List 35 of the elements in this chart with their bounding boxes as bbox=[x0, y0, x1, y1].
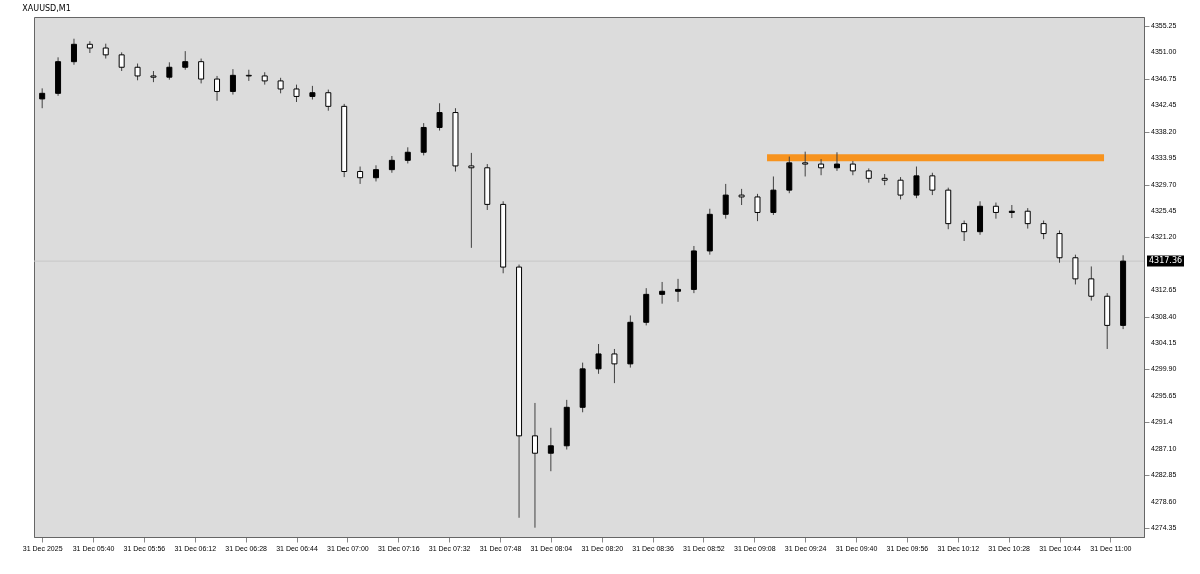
candlestick bbox=[675, 278, 682, 303]
candlestick bbox=[39, 87, 46, 109]
candlestick bbox=[182, 50, 189, 71]
candlestick bbox=[770, 175, 777, 216]
candlestick bbox=[611, 348, 618, 384]
candlestick bbox=[1088, 265, 1095, 302]
chart-title: XAUUSD,M1 bbox=[22, 4, 71, 13]
candlestick bbox=[468, 152, 475, 249]
candlestick bbox=[992, 202, 999, 220]
candlestick bbox=[961, 220, 968, 242]
candlestick bbox=[659, 281, 666, 305]
candlestick bbox=[913, 166, 920, 199]
candlestick bbox=[436, 102, 443, 132]
candlestick bbox=[754, 193, 761, 222]
candlestick bbox=[1072, 254, 1079, 285]
candlestick bbox=[897, 176, 904, 200]
candlestick bbox=[325, 89, 332, 112]
candlestick bbox=[833, 151, 840, 172]
candlestick bbox=[118, 51, 125, 72]
candlestick bbox=[802, 151, 809, 177]
candlestick bbox=[229, 68, 236, 96]
ref-line-label: 4317.36 bbox=[1149, 256, 1183, 266]
candlestick bbox=[531, 402, 538, 529]
candlestick bbox=[70, 38, 77, 66]
candlestick bbox=[1024, 207, 1031, 230]
candlestick bbox=[547, 427, 554, 472]
candlestick bbox=[595, 343, 602, 375]
candlestick bbox=[86, 40, 93, 54]
candlestick bbox=[1040, 220, 1047, 240]
candlestick bbox=[818, 158, 825, 176]
candlestick bbox=[357, 166, 364, 185]
candlestick bbox=[214, 75, 221, 102]
candlestick bbox=[198, 58, 205, 84]
candlestick bbox=[722, 183, 729, 220]
candlestick bbox=[929, 172, 936, 196]
